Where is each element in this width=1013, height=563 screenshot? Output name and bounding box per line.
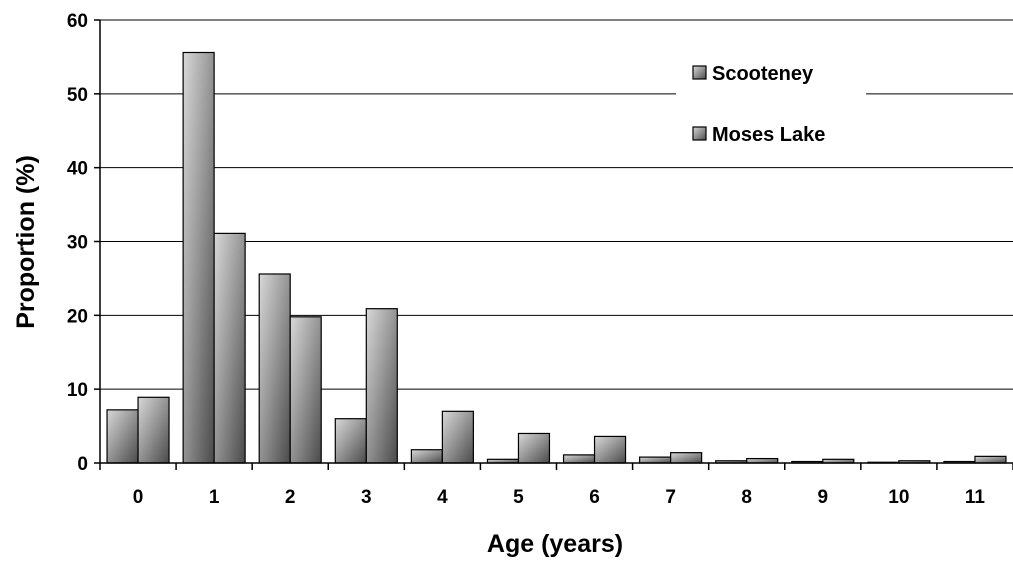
bar-scooteney-1 xyxy=(182,51,215,464)
legend-background xyxy=(676,50,866,162)
bar-moses-lake-5 xyxy=(517,432,551,464)
legend-swatch-scooteney xyxy=(692,65,707,80)
bar-moses-lake-11 xyxy=(974,455,1007,464)
x-tick-label: 8 xyxy=(741,487,752,508)
y-tick-label: 30 xyxy=(67,233,88,254)
bar-scooteney-3 xyxy=(334,418,367,464)
x-tick-label: 7 xyxy=(665,487,676,508)
bar-scooteney-4 xyxy=(410,449,443,464)
gridlines xyxy=(100,19,1013,390)
legend-label-moses-lake: Moses Lake xyxy=(712,124,825,146)
bar-moses-lake-1 xyxy=(213,232,246,464)
x-axis-title: Age (years) xyxy=(487,530,623,558)
y-tick-label: 0 xyxy=(77,454,88,475)
x-tick-label: 5 xyxy=(513,487,524,508)
x-tick-label: 1 xyxy=(209,487,220,508)
bar-scooteney-2 xyxy=(258,273,291,464)
x-tick-label: 3 xyxy=(361,487,372,508)
x-tick-labels: 0 1 2 3 4 5 6 7 8 9 10 11 xyxy=(133,487,986,508)
bars xyxy=(106,51,1007,464)
x-tick-label: 2 xyxy=(285,487,296,508)
x-tick-label: 9 xyxy=(818,487,829,508)
bar-moses-lake-3 xyxy=(365,308,398,464)
x-tick-label: 11 xyxy=(965,487,986,508)
bar-moses-lake-0 xyxy=(137,396,170,464)
legend-swatch-moses-lake xyxy=(692,126,707,141)
y-tick-label: 10 xyxy=(67,380,88,401)
bar-scooteney-0 xyxy=(106,409,139,464)
x-tick-label: 4 xyxy=(437,487,448,508)
legend-label-scooteney: Scooteney xyxy=(712,63,814,85)
bar-scooteney-6 xyxy=(562,454,596,464)
y-tick-label: 50 xyxy=(67,85,88,106)
bar-moses-lake-2 xyxy=(289,316,322,464)
bar-moses-lake-4 xyxy=(441,410,474,464)
bar-scooteney-7 xyxy=(639,456,672,464)
x-tick-label: 10 xyxy=(888,487,909,508)
axes xyxy=(94,19,1013,470)
y-tick-label: 60 xyxy=(67,11,88,32)
y-axis-title: Proportion (%) xyxy=(12,155,40,329)
y-tick-label: 40 xyxy=(67,159,88,180)
legend: Scooteney Moses Lake xyxy=(676,50,866,162)
y-tick-labels: 0 10 20 30 40 50 60 xyxy=(67,11,88,475)
x-tick-label: 0 xyxy=(133,487,144,508)
bar-moses-lake-6 xyxy=(593,435,627,464)
y-tick-label: 20 xyxy=(67,306,88,327)
bar-moses-lake-7 xyxy=(670,452,703,464)
x-tick-label: 6 xyxy=(589,487,600,508)
